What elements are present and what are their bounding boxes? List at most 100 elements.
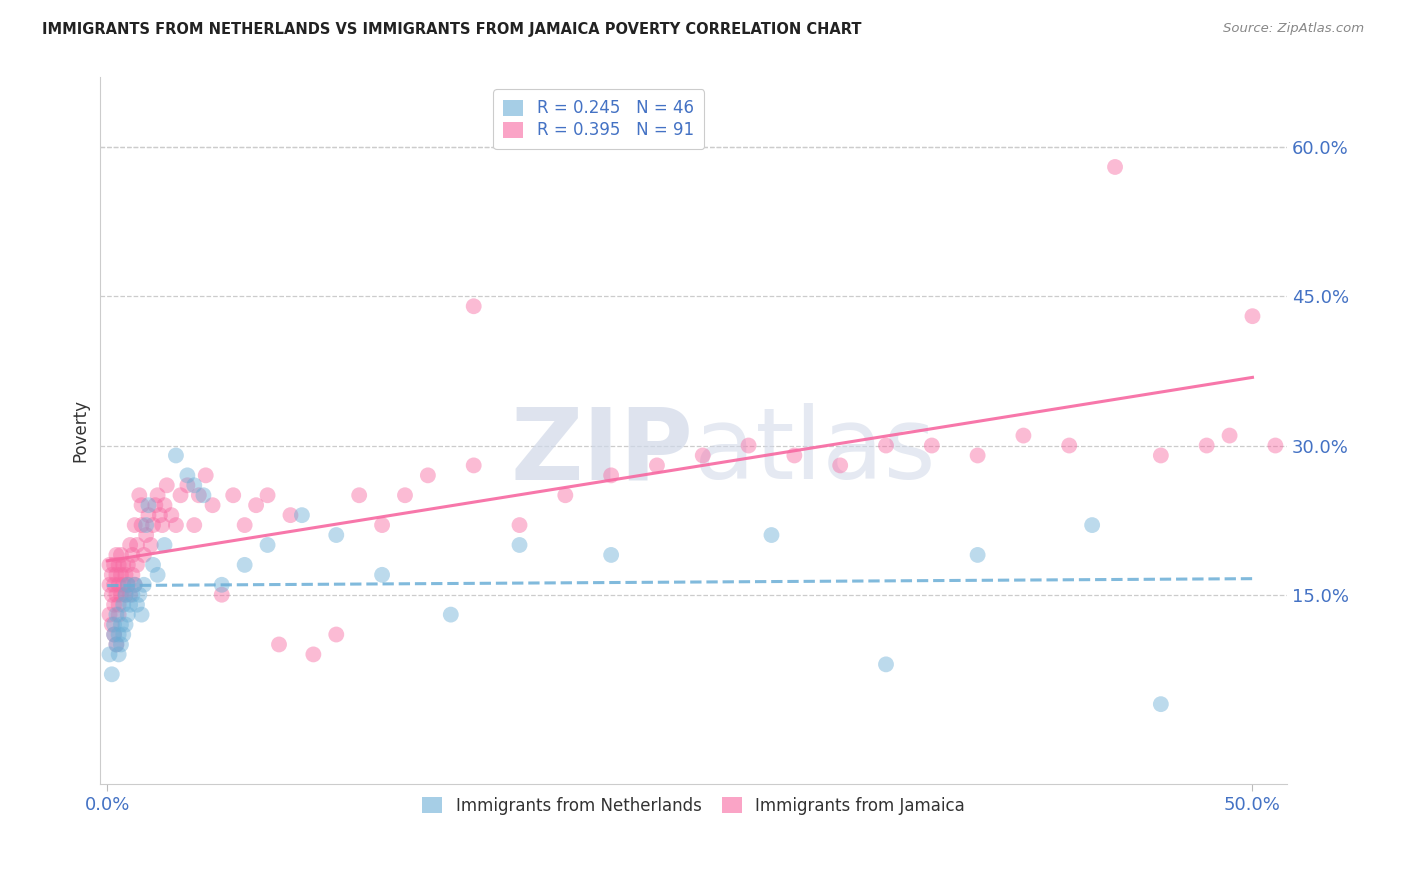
Point xyxy=(211,588,233,602)
Point xyxy=(120,598,142,612)
Point xyxy=(256,538,278,552)
Point xyxy=(107,558,129,572)
Point xyxy=(105,607,128,622)
Point xyxy=(463,458,485,473)
Point xyxy=(187,488,209,502)
Point xyxy=(114,588,136,602)
Point xyxy=(107,607,129,622)
Point xyxy=(737,438,759,452)
Point xyxy=(112,598,135,612)
Point xyxy=(371,518,394,533)
Point xyxy=(1195,438,1218,452)
Point xyxy=(105,567,128,582)
Point xyxy=(114,567,136,582)
Point xyxy=(347,488,370,502)
Point xyxy=(139,538,162,552)
Point xyxy=(98,648,121,662)
Point xyxy=(156,478,179,492)
Point xyxy=(107,627,129,641)
Point xyxy=(645,458,668,473)
Point xyxy=(142,558,165,572)
Point xyxy=(125,598,148,612)
Point xyxy=(325,627,347,641)
Point xyxy=(1150,449,1173,463)
Point xyxy=(117,607,139,622)
Point xyxy=(267,637,290,651)
Point xyxy=(371,567,394,582)
Text: Source: ZipAtlas.com: Source: ZipAtlas.com xyxy=(1223,22,1364,36)
Point xyxy=(554,488,576,502)
Point xyxy=(120,538,142,552)
Point xyxy=(117,578,139,592)
Point xyxy=(176,478,198,492)
Point xyxy=(146,488,169,502)
Point xyxy=(1081,518,1104,533)
Point xyxy=(211,578,233,592)
Point xyxy=(201,498,224,512)
Point xyxy=(233,518,256,533)
Point xyxy=(125,558,148,572)
Point xyxy=(146,567,169,582)
Point xyxy=(101,667,124,681)
Point xyxy=(291,508,314,523)
Point xyxy=(107,648,129,662)
Point xyxy=(153,498,176,512)
Point xyxy=(98,558,121,572)
Point xyxy=(128,588,150,602)
Point xyxy=(508,518,530,533)
Point xyxy=(124,578,146,592)
Point xyxy=(1264,438,1286,452)
Point xyxy=(117,578,139,592)
Point xyxy=(107,578,129,592)
Point xyxy=(1012,428,1035,442)
Point xyxy=(105,548,128,562)
Point xyxy=(761,528,783,542)
Point xyxy=(121,567,143,582)
Point xyxy=(107,598,129,612)
Point xyxy=(280,508,302,523)
Point xyxy=(176,468,198,483)
Point xyxy=(114,617,136,632)
Point xyxy=(105,637,128,651)
Point xyxy=(103,617,125,632)
Point xyxy=(149,508,172,523)
Point xyxy=(416,468,439,483)
Point xyxy=(1241,309,1264,323)
Point xyxy=(875,438,897,452)
Point xyxy=(233,558,256,572)
Point xyxy=(135,528,157,542)
Point xyxy=(103,558,125,572)
Text: atlas: atlas xyxy=(693,403,935,500)
Point xyxy=(830,458,852,473)
Point xyxy=(1057,438,1080,452)
Point xyxy=(394,488,416,502)
Point xyxy=(112,627,135,641)
Point xyxy=(125,538,148,552)
Point xyxy=(117,558,139,572)
Point xyxy=(103,598,125,612)
Point xyxy=(966,548,988,562)
Point xyxy=(193,488,215,502)
Point xyxy=(103,627,125,641)
Text: ZIP: ZIP xyxy=(510,403,693,500)
Point xyxy=(131,607,153,622)
Point xyxy=(183,518,205,533)
Point xyxy=(1219,428,1241,442)
Point xyxy=(921,438,943,452)
Point xyxy=(98,607,121,622)
Point xyxy=(114,588,136,602)
Point xyxy=(121,588,143,602)
Point xyxy=(124,518,146,533)
Point xyxy=(692,449,714,463)
Point xyxy=(110,588,132,602)
Point xyxy=(875,657,897,672)
Point xyxy=(110,617,132,632)
Point xyxy=(783,449,806,463)
Point xyxy=(222,488,245,502)
Point xyxy=(101,567,124,582)
Point xyxy=(143,498,166,512)
Point xyxy=(112,578,135,592)
Point xyxy=(128,488,150,502)
Point xyxy=(1104,160,1126,174)
Point xyxy=(194,468,217,483)
